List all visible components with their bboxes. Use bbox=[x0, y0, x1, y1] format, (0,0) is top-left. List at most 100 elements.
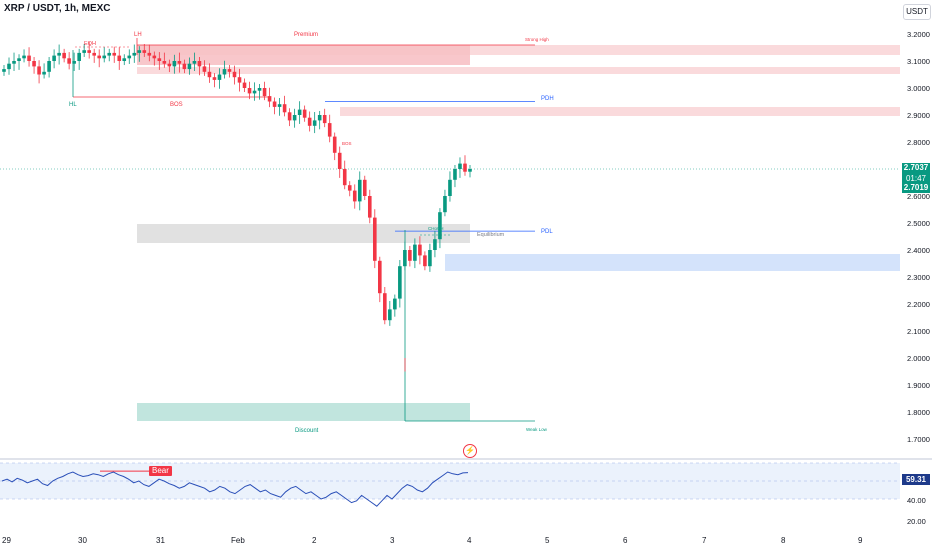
price-tick: 3.0000 bbox=[907, 84, 930, 93]
candle-body bbox=[367, 196, 372, 218]
price-tick: 2.1000 bbox=[907, 327, 930, 336]
candle-body bbox=[388, 309, 392, 321]
rsi-line bbox=[1, 471, 469, 507]
candle-body bbox=[272, 101, 277, 107]
hl-label: HL bbox=[69, 102, 77, 108]
date-label: 4 bbox=[467, 536, 472, 545]
candle-body bbox=[147, 52, 152, 56]
date-label: 30 bbox=[78, 536, 87, 545]
candle-body bbox=[307, 117, 312, 126]
candle-body bbox=[47, 61, 51, 72]
date-label: 5 bbox=[545, 536, 550, 545]
candle-body bbox=[448, 179, 452, 196]
candle-body bbox=[352, 190, 357, 202]
candle-body bbox=[62, 52, 66, 59]
price-tick: 2.9000 bbox=[907, 111, 930, 120]
candle-body bbox=[197, 61, 202, 67]
candle-body bbox=[372, 217, 377, 261]
candle-body bbox=[378, 260, 382, 294]
candle-body bbox=[127, 55, 132, 59]
bos-label: BOS bbox=[170, 102, 183, 108]
candle-body bbox=[212, 77, 217, 80]
candle-body bbox=[2, 69, 6, 72]
candle-body bbox=[112, 52, 117, 56]
candle-body bbox=[177, 61, 182, 64]
lightning-icon[interactable]: ⚡ bbox=[463, 444, 477, 458]
candle-body bbox=[433, 239, 437, 250]
candle-body bbox=[97, 55, 102, 59]
price-tick: 1.7000 bbox=[907, 435, 930, 444]
last-price-tag: 2.7037 bbox=[902, 163, 930, 174]
candle-body bbox=[317, 115, 322, 121]
candle-body bbox=[342, 169, 347, 186]
candle-body bbox=[393, 298, 397, 310]
candle-body bbox=[87, 50, 91, 53]
candle-body bbox=[162, 61, 167, 64]
candle-body bbox=[383, 293, 387, 321]
candle-body bbox=[398, 266, 402, 299]
date-label: Feb bbox=[231, 536, 245, 545]
currency-badge[interactable]: USDT bbox=[903, 4, 931, 20]
candle-body bbox=[302, 109, 307, 118]
candle-body bbox=[267, 96, 272, 102]
candle-body bbox=[22, 55, 26, 59]
symbol-title: XRP / USDT, 1h, MEXC bbox=[4, 3, 111, 14]
candle-body bbox=[92, 52, 96, 56]
candle-body bbox=[322, 115, 327, 124]
equilibrium-label: Equilibrium bbox=[477, 232, 505, 238]
close-price-tag: 2.7019 bbox=[902, 183, 930, 193]
candle-body bbox=[408, 250, 412, 261]
premium-label: Premium bbox=[294, 32, 319, 38]
price-chart[interactable] bbox=[0, 0, 900, 458]
price-tick: 1.8000 bbox=[907, 408, 930, 417]
candle-body bbox=[12, 61, 16, 64]
candle-body bbox=[277, 104, 282, 107]
candle-body bbox=[423, 255, 427, 267]
rsi-panel[interactable] bbox=[0, 460, 900, 530]
date-label: 9 bbox=[858, 536, 863, 545]
candle-body bbox=[42, 71, 46, 75]
candle-body bbox=[262, 88, 267, 97]
lh-label: LH bbox=[134, 32, 142, 38]
candle-body bbox=[327, 123, 332, 137]
candle-body bbox=[107, 52, 112, 56]
candle-body bbox=[167, 63, 172, 67]
candle-body bbox=[237, 77, 242, 83]
demand-zone bbox=[445, 254, 900, 271]
candle-body bbox=[453, 169, 457, 180]
candle-body bbox=[102, 55, 107, 59]
discount-label: Discount bbox=[295, 428, 319, 434]
candle-body bbox=[142, 50, 147, 53]
candle-body bbox=[117, 55, 122, 61]
candle-body bbox=[438, 212, 442, 240]
candle-body bbox=[287, 112, 292, 121]
candle-body bbox=[362, 179, 367, 196]
date-label: 8 bbox=[781, 536, 786, 545]
bear-divergence-label: Bear bbox=[149, 466, 172, 476]
candle-body bbox=[52, 55, 56, 61]
candle-body bbox=[252, 90, 257, 94]
candle-body bbox=[67, 58, 71, 64]
candle-body bbox=[403, 250, 407, 267]
pdh-label: PDH bbox=[541, 96, 554, 102]
candle-body bbox=[232, 71, 237, 78]
candle-body bbox=[413, 244, 417, 261]
candle-body bbox=[282, 104, 287, 113]
candle-body bbox=[443, 196, 447, 213]
rsi-value-tag: 59.31 bbox=[902, 474, 930, 485]
candle-body bbox=[182, 63, 187, 70]
candle-body bbox=[357, 179, 362, 202]
candle-body bbox=[332, 136, 337, 153]
price-tick: 2.5000 bbox=[907, 219, 930, 228]
pdl-label: PDL bbox=[541, 229, 553, 235]
price-tick: 1.9000 bbox=[907, 381, 930, 390]
candle-body bbox=[157, 58, 162, 61]
candle-body bbox=[37, 66, 41, 75]
candle-body bbox=[132, 52, 137, 56]
candle-body bbox=[17, 58, 21, 61]
supply-zone-lower bbox=[340, 107, 900, 116]
candle-body bbox=[72, 61, 76, 64]
candle-body bbox=[77, 52, 81, 61]
candle-body bbox=[247, 88, 252, 94]
pane-separator[interactable] bbox=[0, 458, 932, 460]
